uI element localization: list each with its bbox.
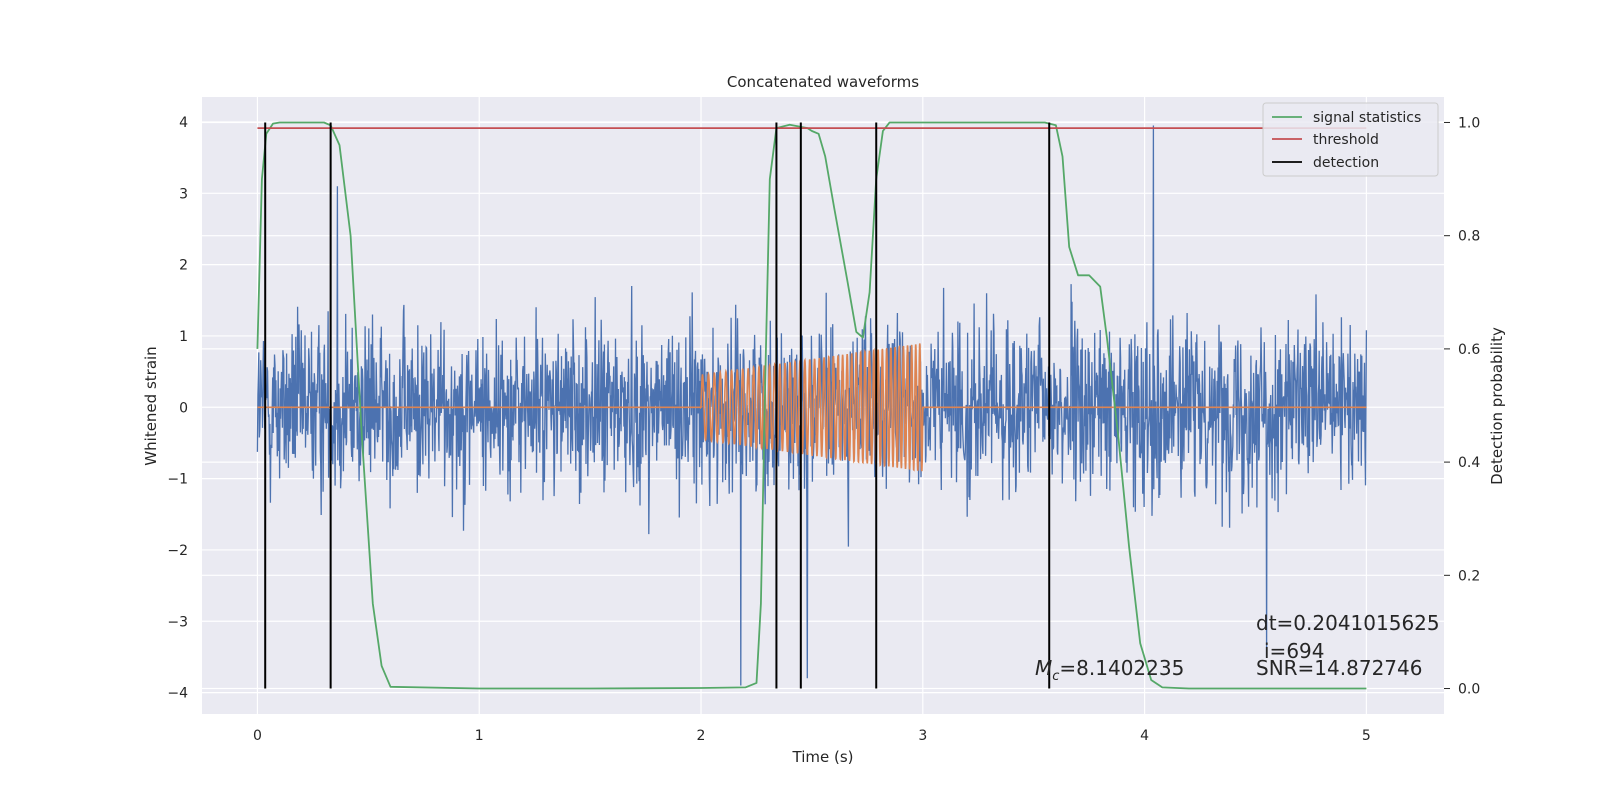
x-tick-label: 0 <box>253 728 262 744</box>
y-tick-label-left: −2 <box>167 543 188 559</box>
y-tick-label-left: 3 <box>179 186 188 202</box>
ticks: 0 1 2 3 4 5 −4 −3 −2 −1 0 1 2 3 4 0.0 0.2 0.4 0.6 0.8 1.0 <box>167 115 1480 744</box>
strain-line <box>256 125 1368 686</box>
detection-group <box>264 122 1051 689</box>
legend-label-detection: detection <box>1313 155 1379 171</box>
mc-symbol: M <box>1035 656 1052 680</box>
y-tick-label-left: 4 <box>179 115 188 131</box>
signal-statistics-line <box>256 121 1367 690</box>
y-tick-label-left: 0 <box>179 400 188 416</box>
snr-annotation: SNR=14.872746 <box>1256 656 1422 680</box>
x-tick-label: 2 <box>697 728 706 744</box>
signal-statistics-group <box>256 121 1367 690</box>
y-axis-label-right: Detection probability <box>1488 327 1506 485</box>
y-tick-label-right: 0.4 <box>1458 455 1480 471</box>
y-axis-label-left: Whitened strain <box>142 346 160 465</box>
legend-label-threshold: threshold <box>1313 132 1379 148</box>
legend-label-signal-statistics: signal statistics <box>1313 110 1421 126</box>
y-tick-label-left: −1 <box>167 472 188 488</box>
i-annotation: i=694 <box>1264 639 1325 663</box>
legend: signal statistics threshold detection <box>1262 102 1439 177</box>
legend-frame <box>1262 102 1439 177</box>
chart-title: Concatenated waveforms <box>727 73 919 91</box>
y-tick-label-right: 0.2 <box>1458 568 1480 584</box>
mc-value: =8.1402235 <box>1059 656 1184 680</box>
injected-waveform-line <box>257 343 1367 472</box>
injected-waveform-group <box>257 343 1367 472</box>
y-tick-label-right: 0.8 <box>1458 229 1480 245</box>
x-tick-label: 5 <box>1362 728 1371 744</box>
strain-series-group <box>256 125 1368 686</box>
y-tick-label-left: 1 <box>179 329 188 345</box>
y-tick-label-right: 0.6 <box>1458 342 1480 358</box>
annotations: Mc=8.1402235 dt=0.2041015625 i=694 SNR=1… <box>1035 611 1440 684</box>
x-tick-label: 1 <box>475 728 484 744</box>
mc-subscript: c <box>1052 669 1059 684</box>
x-axis-label: Time (s) <box>792 748 854 766</box>
y-tick-label-left: 2 <box>179 258 188 274</box>
y-tick-label-left: −4 <box>167 686 188 702</box>
x-tick-label: 4 <box>1140 728 1149 744</box>
dt-annotation: dt=0.2041015625 <box>1256 611 1440 635</box>
mc-annotation: Mc=8.1402235 <box>1035 656 1184 684</box>
y-tick-label-right: 1.0 <box>1458 115 1480 131</box>
y-tick-label-right: 0.0 <box>1458 682 1480 698</box>
y-tick-label-left: −3 <box>167 614 188 630</box>
x-tick-label: 3 <box>918 728 927 744</box>
